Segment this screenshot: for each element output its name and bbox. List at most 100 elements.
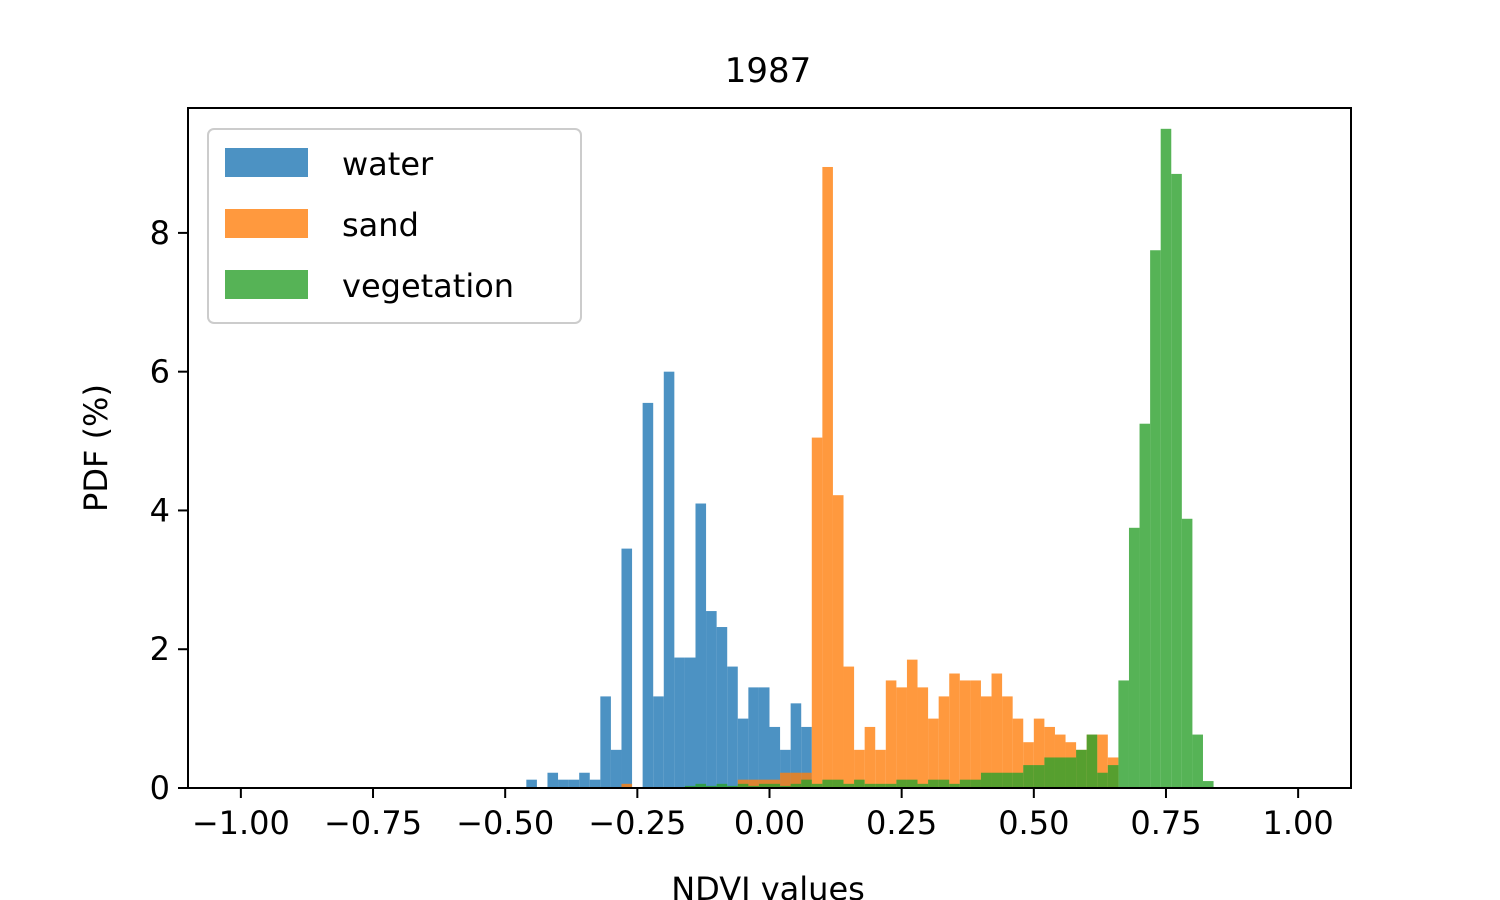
legend: water sand vegetation bbox=[207, 128, 582, 324]
bar-vegetation-16 bbox=[854, 779, 865, 788]
bar-vegetation-2 bbox=[706, 785, 717, 788]
bar-sand-29 bbox=[1033, 718, 1045, 788]
bar-vegetation-25 bbox=[949, 783, 960, 788]
x-axis-label: NDVI values bbox=[671, 870, 865, 900]
legend-label-sand: sand bbox=[342, 206, 419, 244]
bar-sand-18 bbox=[917, 687, 929, 788]
bar-water-8 bbox=[610, 749, 622, 788]
bar-sand-21 bbox=[949, 673, 960, 788]
bar-water-22 bbox=[758, 687, 770, 788]
y-tick-label: 2 bbox=[150, 630, 170, 668]
bar-vegetation-46 bbox=[1171, 173, 1182, 789]
bar-vegetation-33 bbox=[1033, 765, 1045, 788]
bar-vegetation-17 bbox=[864, 783, 876, 788]
bar-sand-11 bbox=[843, 666, 855, 788]
bar-water-0 bbox=[526, 779, 537, 788]
bar-vegetation-37 bbox=[1076, 749, 1087, 788]
x-tick-label: 0.75 bbox=[1130, 804, 1201, 842]
y-tick-label: 6 bbox=[150, 353, 170, 391]
bar-sand-0 bbox=[621, 783, 633, 788]
bar-sand-20 bbox=[938, 696, 950, 788]
bar-water-21 bbox=[748, 687, 759, 788]
bar-vegetation-39 bbox=[1097, 772, 1108, 788]
bar-vegetation-10 bbox=[790, 783, 802, 788]
legend-swatch-sand bbox=[225, 209, 308, 238]
bar-sand-19 bbox=[928, 718, 939, 788]
bar-vegetation-28 bbox=[980, 772, 992, 788]
bar-water-17 bbox=[706, 611, 717, 788]
bar-water-16 bbox=[695, 503, 707, 788]
bar-water-9 bbox=[621, 548, 633, 788]
bar-vegetation-29 bbox=[991, 772, 1003, 788]
bar-vegetation-9 bbox=[780, 785, 791, 788]
bar-vegetation-41 bbox=[1118, 680, 1129, 788]
x-tick-label: 0.25 bbox=[866, 804, 937, 842]
bar-water-4 bbox=[568, 779, 580, 788]
bar-sand-6 bbox=[790, 772, 802, 788]
bar-vegetation-4 bbox=[727, 785, 738, 788]
bar-vegetation-38 bbox=[1086, 734, 1098, 788]
legend-label-vegetation: vegetation bbox=[342, 267, 514, 305]
bar-vegetation-32 bbox=[1023, 765, 1034, 788]
bar-vegetation-47 bbox=[1181, 518, 1193, 788]
bar-vegetation-27 bbox=[970, 779, 981, 788]
bar-sand-17 bbox=[906, 659, 918, 788]
bar-water-6 bbox=[589, 779, 601, 788]
bar-vegetation-1 bbox=[695, 783, 707, 788]
bar-vegetation-36 bbox=[1065, 757, 1077, 788]
bar-vegetation-48 bbox=[1192, 734, 1203, 788]
y-tick-label: 0 bbox=[150, 769, 170, 807]
bar-sand-8 bbox=[811, 437, 823, 788]
bar-water-25 bbox=[790, 703, 802, 788]
x-tick-label: −1.00 bbox=[192, 804, 290, 842]
bar-vegetation-44 bbox=[1150, 250, 1161, 789]
bar-vegetation-34 bbox=[1044, 757, 1055, 788]
bar-water-5 bbox=[579, 772, 590, 788]
bar-sand-25 bbox=[991, 673, 1003, 788]
legend-swatch-water bbox=[225, 148, 308, 177]
bar-sand-12 bbox=[854, 749, 865, 788]
bar-sand-9 bbox=[822, 166, 833, 788]
bar-sand-23 bbox=[970, 680, 981, 788]
bar-vegetation-35 bbox=[1054, 757, 1066, 788]
bar-vegetation-18 bbox=[875, 783, 886, 788]
bar-water-23 bbox=[769, 726, 781, 788]
x-axis: −1.00 −0.75 −0.50 −0.25 0.00 0.25 0.50 0.75 1.00 bbox=[192, 788, 1334, 842]
bar-vegetation-31 bbox=[1012, 772, 1024, 788]
bar-vegetation-3 bbox=[716, 783, 728, 788]
bar-vegetation-45 bbox=[1160, 128, 1172, 788]
bar-vegetation-24 bbox=[938, 779, 950, 788]
bar-vegetation-5 bbox=[737, 783, 749, 788]
bar-vegetation-43 bbox=[1139, 423, 1151, 788]
bar-vegetation-21 bbox=[906, 779, 918, 788]
bar-sand-35 bbox=[1097, 734, 1108, 788]
bar-water-12 bbox=[653, 696, 664, 788]
y-tick-label: 4 bbox=[150, 491, 170, 529]
bar-vegetation-19 bbox=[885, 783, 897, 788]
bar-water-14 bbox=[674, 657, 685, 788]
bar-vegetation-14 bbox=[832, 779, 844, 788]
bar-vegetation-40 bbox=[1107, 765, 1119, 788]
bar-water-20 bbox=[737, 718, 749, 788]
x-tick-label: 0.00 bbox=[734, 804, 805, 842]
x-tick-label: −0.25 bbox=[588, 804, 686, 842]
bar-sand-24 bbox=[980, 696, 992, 788]
bar-water-13 bbox=[663, 371, 675, 788]
y-axis-label: PDF (%) bbox=[77, 384, 115, 512]
bar-sand-2 bbox=[748, 779, 759, 788]
bar-sand-15 bbox=[885, 680, 897, 788]
plot-bars bbox=[526, 128, 1214, 789]
legend-swatch-vegetation bbox=[225, 270, 308, 299]
bar-vegetation-23 bbox=[928, 779, 939, 788]
bar-vegetation-49 bbox=[1202, 781, 1214, 788]
bar-vegetation-13 bbox=[822, 779, 833, 788]
bar-sand-10 bbox=[832, 495, 844, 788]
bar-vegetation-7 bbox=[758, 783, 770, 788]
bar-vegetation-6 bbox=[748, 785, 759, 788]
bar-vegetation-30 bbox=[1002, 772, 1013, 788]
bar-water-11 bbox=[642, 402, 654, 788]
chart-title: 1987 bbox=[725, 51, 812, 91]
bar-water-19 bbox=[727, 666, 738, 788]
bar-vegetation-22 bbox=[917, 783, 929, 788]
bar-water-26 bbox=[801, 726, 812, 788]
